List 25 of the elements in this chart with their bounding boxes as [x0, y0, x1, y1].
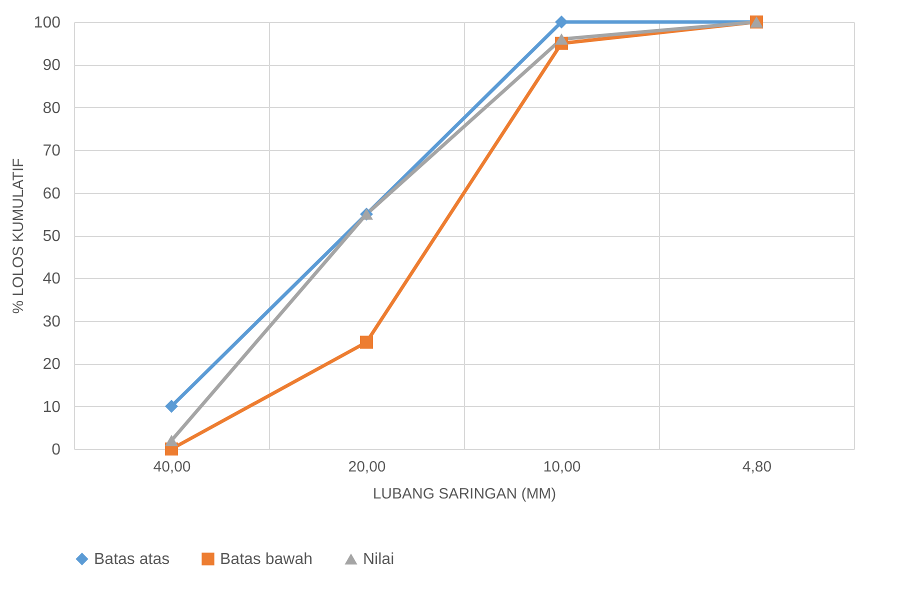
- y-tick-label: 100: [34, 14, 61, 32]
- y-tick-label: 60: [42, 185, 61, 202]
- x-tick-label: 20,00: [348, 458, 386, 476]
- y-tick-label: 30: [42, 313, 61, 330]
- y-tick-label: 40: [42, 270, 61, 288]
- y-axis-title: % LOLOS KUMULATIF: [10, 158, 27, 314]
- point: [554, 15, 568, 29]
- legend-label: Batas atas: [94, 551, 170, 568]
- y-tick-label: 80: [42, 100, 61, 117]
- x-tick-label: 10,00: [543, 458, 581, 476]
- point: [164, 400, 178, 413]
- point: [554, 33, 568, 45]
- y-tick-label: 70: [42, 142, 61, 160]
- y-tick-label: 20: [42, 356, 61, 374]
- y-tick-label: 50: [42, 228, 61, 245]
- x-tick-label: 40,00: [153, 458, 191, 476]
- legend-label: Nilai: [363, 551, 394, 568]
- x-axis-title: LUBANG SARINGAN (MM): [372, 486, 556, 502]
- y-tick-label: 90: [42, 57, 61, 74]
- x-tick-label: 4,80: [742, 458, 772, 476]
- legend-label: Batas bawah: [220, 551, 313, 568]
- point: [360, 336, 374, 349]
- point: [164, 434, 178, 446]
- y-tick-label: 0: [52, 442, 61, 458]
- y-tick-label: 10: [42, 398, 61, 416]
